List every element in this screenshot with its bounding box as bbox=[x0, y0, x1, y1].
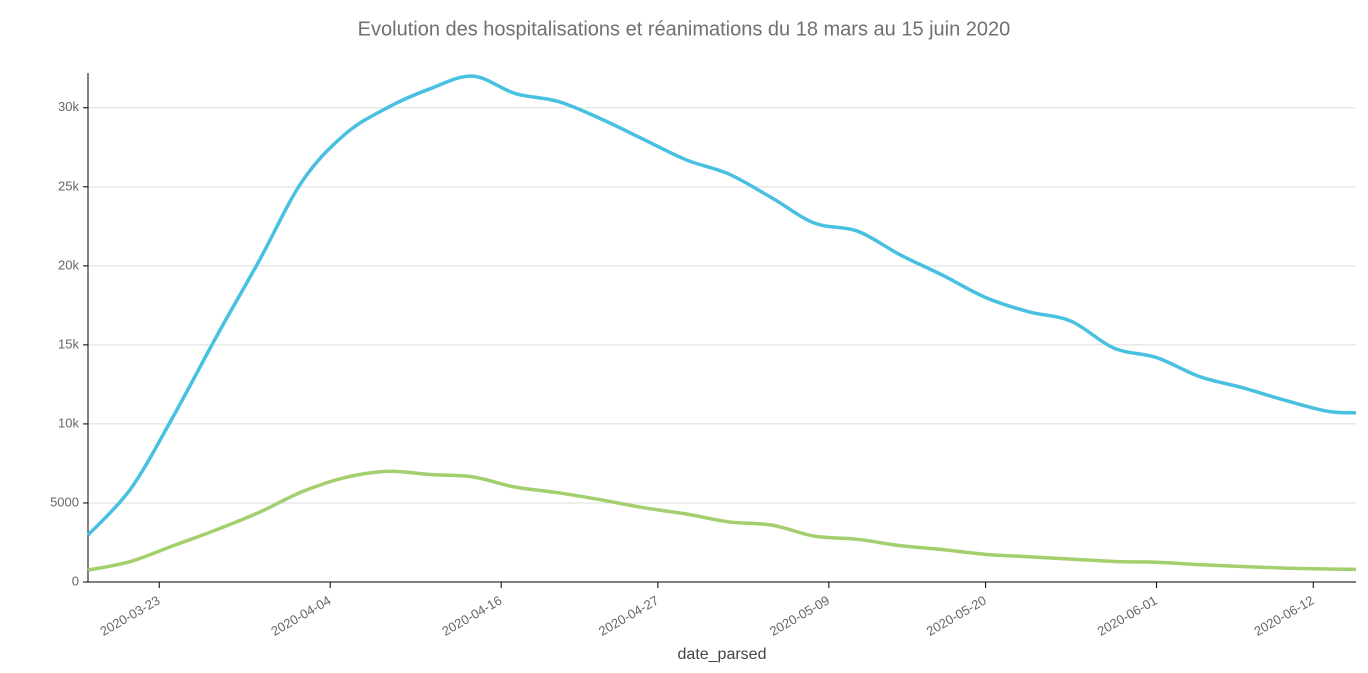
y-tick-label: 25k bbox=[58, 178, 79, 193]
y-tick-label: 15k bbox=[58, 336, 79, 351]
x-tick-label: 2020-06-01 bbox=[1095, 593, 1160, 639]
x-tick-label: 2020-06-12 bbox=[1251, 593, 1316, 639]
x-tick-label: 2020-05-20 bbox=[924, 593, 989, 639]
x-tick-label: 2020-05-09 bbox=[767, 593, 832, 639]
y-tick-label: 10k bbox=[58, 415, 79, 430]
x-tick-label: 2020-04-04 bbox=[268, 593, 333, 639]
chart-title: Evolution des hospitalisations et réanim… bbox=[358, 18, 1011, 40]
x-axis-label: date_parsed bbox=[678, 646, 767, 663]
series-line bbox=[87, 469, 1357, 572]
series-line bbox=[86, 74, 1357, 537]
y-tick-label: 30k bbox=[58, 99, 79, 114]
x-tick-label: 2020-03-23 bbox=[97, 593, 162, 639]
y-tick-label: 20k bbox=[58, 257, 79, 272]
x-tick-label: 2020-04-27 bbox=[596, 593, 661, 639]
y-tick-label: 0 bbox=[72, 573, 79, 588]
y-tick-label: 5000 bbox=[50, 494, 79, 509]
x-tick-label: 2020-04-16 bbox=[439, 593, 504, 639]
